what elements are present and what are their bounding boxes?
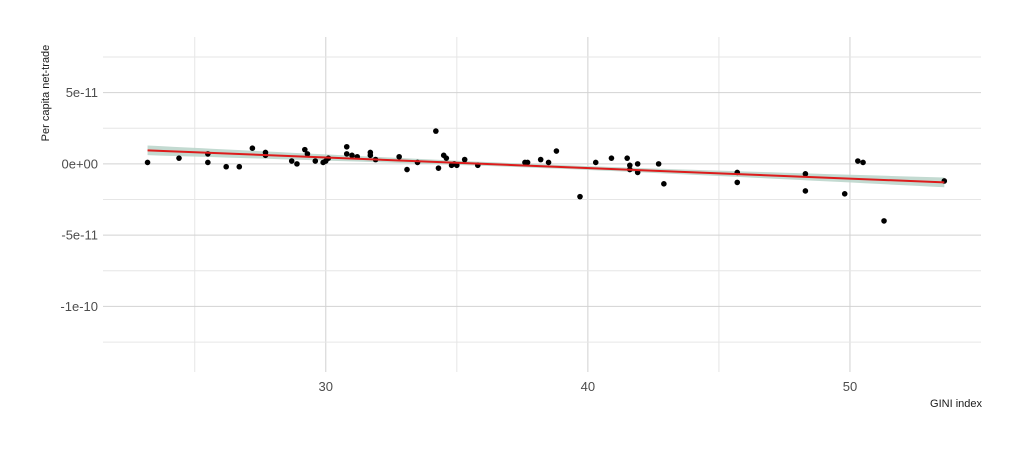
data-point <box>655 161 662 167</box>
data-point <box>577 193 583 200</box>
data-point <box>802 171 809 177</box>
data-point <box>454 162 460 169</box>
data-point <box>144 159 151 166</box>
x-tick-label: 40 <box>581 379 595 394</box>
y-tick-label: -5e-11 <box>61 228 98 243</box>
tick-labels: 30 40 50 5e-11 0e+00 -5e-11 -1e-10 <box>60 85 857 394</box>
data-point <box>343 143 350 150</box>
data-point <box>634 161 641 167</box>
data-point <box>661 181 667 187</box>
data-point <box>608 155 615 161</box>
data-point <box>435 165 442 171</box>
data-point <box>367 149 374 156</box>
data-point <box>396 153 402 160</box>
data-point <box>433 128 439 134</box>
x-axis-title: GINI index <box>930 398 982 410</box>
grid <box>103 37 981 372</box>
data-point <box>349 152 355 159</box>
y-tick-label: 5e-11 <box>66 85 98 100</box>
data-point <box>592 159 599 166</box>
y-tick-label: 0e+00 <box>61 156 98 171</box>
data-point <box>302 146 308 153</box>
data-point <box>524 159 531 166</box>
data-point <box>236 163 243 170</box>
data-point <box>545 159 552 166</box>
data-point <box>304 151 311 157</box>
data-point <box>881 218 887 224</box>
x-tick-label: 30 <box>319 379 333 394</box>
data-point <box>734 179 741 186</box>
data-point <box>176 155 182 161</box>
fit-line-layer <box>147 149 945 184</box>
data-point <box>537 156 544 163</box>
data-point <box>553 148 560 154</box>
data-point <box>860 159 866 166</box>
y-tick-label: -1e-10 <box>60 299 98 314</box>
data-point <box>294 161 300 167</box>
data-point <box>288 158 295 164</box>
data-point <box>855 158 861 164</box>
data-point <box>223 163 229 170</box>
data-point <box>249 145 256 151</box>
data-point <box>312 158 319 164</box>
data-point <box>404 166 410 173</box>
data-point <box>841 191 848 197</box>
fit-line <box>147 149 945 184</box>
data-point <box>343 151 350 157</box>
data-point <box>627 162 633 169</box>
data-point <box>802 188 809 194</box>
data-point <box>205 159 211 166</box>
y-axis-title: Per capita net-trade <box>40 45 52 142</box>
data-point <box>443 155 450 161</box>
data-point <box>624 155 630 161</box>
data-point <box>461 156 468 163</box>
x-tick-label: 50 <box>843 379 857 394</box>
